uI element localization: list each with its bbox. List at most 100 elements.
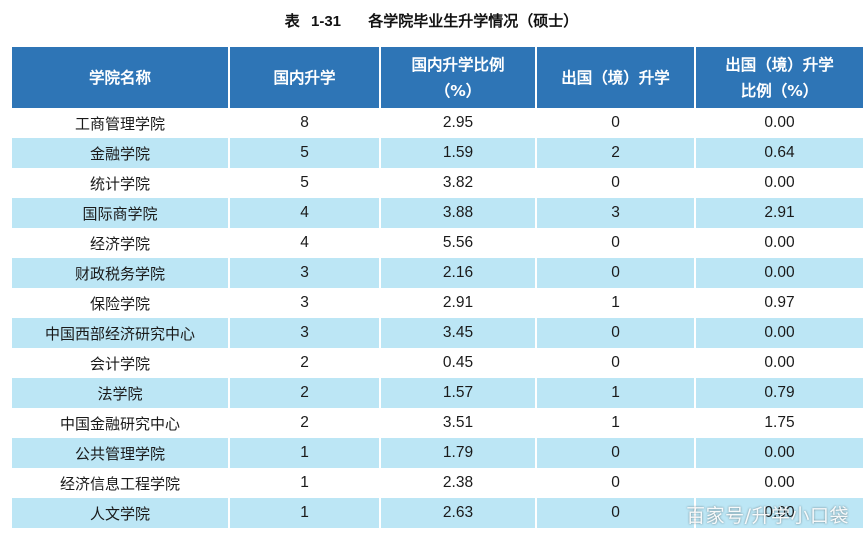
domestic-ratio-cell: 2.95 <box>381 108 537 138</box>
abroad-count-cell: 0 <box>537 348 696 378</box>
college-name-cell: 工商管理学院 <box>12 108 230 138</box>
abroad-count-cell: 1 <box>537 408 696 438</box>
abroad-count-cell: 0 <box>537 258 696 288</box>
table-row: 财政税务学院 3 2.16 0 0.00 <box>12 258 863 288</box>
abroad-ratio-cell: 0.00 <box>696 258 863 288</box>
abroad-count-cell: 0 <box>537 438 696 468</box>
table-row: 经济学院 4 5.56 0 0.00 <box>12 228 863 258</box>
college-name-cell: 统计学院 <box>12 168 230 198</box>
abroad-ratio-cell: 0.00 <box>696 108 863 138</box>
domestic-count-cell: 2 <box>230 378 381 408</box>
header-abroad-count: 出国（境）升学 <box>537 47 696 108</box>
domestic-ratio-cell: 2.63 <box>381 498 537 528</box>
header-domestic-ratio: 国内升学比例 （%） <box>381 47 537 108</box>
table-row: 公共管理学院 1 1.79 0 0.00 <box>12 438 863 468</box>
abroad-ratio-cell: 2.91 <box>696 198 863 228</box>
college-name-cell: 会计学院 <box>12 348 230 378</box>
table-row: 中国西部经济研究中心 3 3.45 0 0.00 <box>12 318 863 348</box>
domestic-count-cell: 3 <box>230 318 381 348</box>
college-name-cell: 金融学院 <box>12 138 230 168</box>
table-row: 保险学院 3 2.91 1 0.97 <box>12 288 863 318</box>
header-line: 出国（境）升学 <box>725 55 834 74</box>
header-line: 国内升学比例 <box>411 55 505 74</box>
domestic-ratio-cell: 1.57 <box>381 378 537 408</box>
header-line: 出国（境）升学 <box>561 68 670 87</box>
college-name-cell: 公共管理学院 <box>12 438 230 468</box>
domestic-count-cell: 1 <box>230 468 381 498</box>
domestic-count-cell: 1 <box>230 438 381 468</box>
domestic-count-cell: 3 <box>230 288 381 318</box>
abroad-ratio-cell: 0.00 <box>696 168 863 198</box>
watermark: 百家号/升学小口袋 <box>686 505 849 527</box>
header-domestic-count: 国内升学 <box>230 47 381 108</box>
abroad-ratio-cell: 0.00 <box>696 228 863 258</box>
table-row: 法学院 2 1.57 1 0.79 <box>12 378 863 408</box>
abroad-ratio-cell: 0.79 <box>696 378 863 408</box>
college-name-cell: 经济信息工程学院 <box>12 468 230 498</box>
abroad-ratio-cell: 0.00 <box>696 348 863 378</box>
domestic-count-cell: 8 <box>230 108 381 138</box>
college-name-cell: 法学院 <box>12 378 230 408</box>
table-row: 中国金融研究中心 2 3.51 1 1.75 <box>12 408 863 438</box>
caption-label: 表 <box>284 12 300 30</box>
domestic-count-cell: 5 <box>230 168 381 198</box>
college-name-cell: 经济学院 <box>12 228 230 258</box>
domestic-count-cell: 1 <box>230 498 381 528</box>
header-college-name: 学院名称 <box>12 47 230 108</box>
abroad-ratio-cell: 0.00 <box>696 498 863 528</box>
caption-title: 各学院毕业生升学情况（硕士） <box>368 12 579 30</box>
abroad-count-cell: 0 <box>537 108 696 138</box>
domestic-ratio-cell: 2.38 <box>381 468 537 498</box>
abroad-count-cell: 2 <box>537 138 696 168</box>
table-row: 人文学院 1 2.63 0 0.00 <box>12 498 863 528</box>
college-name-cell: 人文学院 <box>12 498 230 528</box>
abroad-count-cell: 0 <box>537 228 696 258</box>
college-name-cell: 财政税务学院 <box>12 258 230 288</box>
domestic-ratio-cell: 3.88 <box>381 198 537 228</box>
table-row: 国际商学院 4 3.88 3 2.91 <box>12 198 863 228</box>
header-line: 学院名称 <box>88 68 151 87</box>
table-row: 经济信息工程学院 1 2.38 0 0.00 <box>12 468 863 498</box>
abroad-ratio-cell: 0.00 <box>696 318 863 348</box>
domestic-ratio-cell: 3.45 <box>381 318 537 348</box>
college-name-cell: 中国西部经济研究中心 <box>12 318 230 348</box>
domestic-ratio-cell: 1.59 <box>381 138 537 168</box>
table-row: 工商管理学院 8 2.95 0 0.00 <box>12 108 863 138</box>
table-row: 统计学院 5 3.82 0 0.00 <box>12 168 863 198</box>
domestic-count-cell: 2 <box>230 348 381 378</box>
domestic-ratio-cell: 5.56 <box>381 228 537 258</box>
abroad-count-cell: 1 <box>537 378 696 408</box>
domestic-ratio-cell: 1.79 <box>381 438 537 468</box>
table-caption: 表 1-31 各学院毕业生升学情况（硕士） <box>0 10 863 31</box>
abroad-count-cell: 0 <box>537 168 696 198</box>
domestic-ratio-cell: 3.82 <box>381 168 537 198</box>
abroad-count-cell: 1 <box>537 288 696 318</box>
domestic-ratio-cell: 3.51 <box>381 408 537 438</box>
abroad-count-cell: 0 <box>537 498 696 528</box>
domestic-count-cell: 5 <box>230 138 381 168</box>
domestic-ratio-cell: 0.45 <box>381 348 537 378</box>
abroad-ratio-cell: 0.00 <box>696 468 863 498</box>
domestic-count-cell: 3 <box>230 258 381 288</box>
domestic-ratio-cell: 2.91 <box>381 288 537 318</box>
abroad-count-cell: 3 <box>537 198 696 228</box>
header-row: 学院名称 国内升学 国内升学比例 （%） 出国（境）升学 出国（境）升学 比例（%） <box>12 47 863 108</box>
header-abroad-ratio: 出国（境）升学 比例（%） <box>696 47 863 108</box>
college-name-cell: 中国金融研究中心 <box>12 408 230 438</box>
college-name-cell: 保险学院 <box>12 288 230 318</box>
header-line: 比例（%） <box>740 81 819 100</box>
abroad-count-cell: 0 <box>537 318 696 348</box>
abroad-ratio-cell: 0.00 <box>696 438 863 468</box>
abroad-ratio-cell: 0.64 <box>696 138 863 168</box>
domestic-count-cell: 2 <box>230 408 381 438</box>
abroad-ratio-cell: 1.75 <box>696 408 863 438</box>
caption-number: 1-31 <box>310 13 342 30</box>
abroad-ratio-cell: 0.97 <box>696 288 863 318</box>
domestic-ratio-cell: 2.16 <box>381 258 537 288</box>
college-name-cell: 国际商学院 <box>12 198 230 228</box>
domestic-count-cell: 4 <box>230 198 381 228</box>
table-body: 工商管理学院 8 2.95 0 0.00 金融学院 5 1.59 2 0.64 统计学院 5 3.82 0… <box>12 108 863 528</box>
header-line: 国内升学 <box>273 68 336 87</box>
table-row: 会计学院 2 0.45 0 0.00 <box>12 348 863 378</box>
table-row: 金融学院 5 1.59 2 0.64 <box>12 138 863 168</box>
